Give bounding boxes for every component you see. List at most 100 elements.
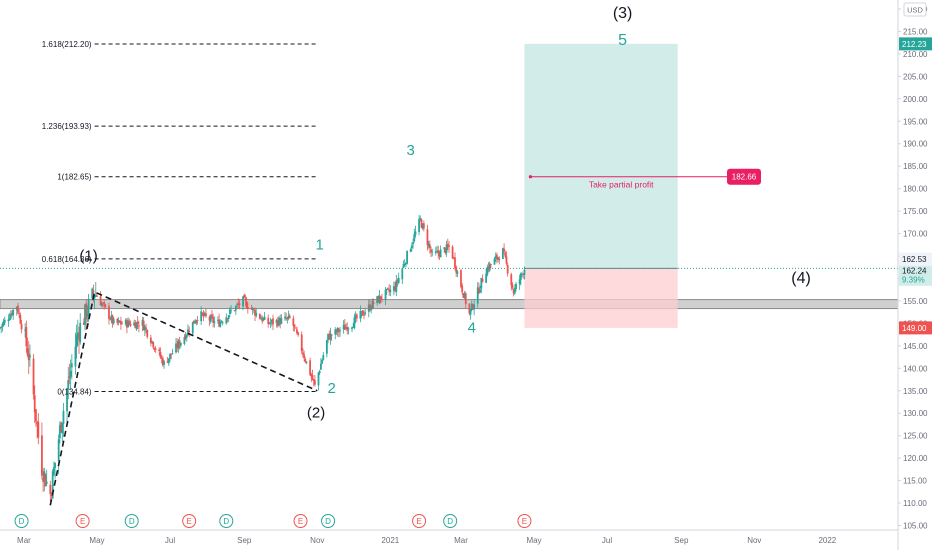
candle-body <box>270 319 273 323</box>
candle-body <box>112 319 115 324</box>
candle-body <box>328 334 331 340</box>
time-axis[interactable]: Mar May Jul Sep Nov 2021 Mar May Jul Sep Nov 2022 <box>0 529 898 545</box>
candle-body <box>444 248 447 254</box>
candle-body <box>84 304 86 325</box>
candle-body <box>160 357 163 359</box>
currency-box[interactable] <box>903 2 927 17</box>
candle-body <box>27 353 30 361</box>
price-badge-label: 212.23 <box>902 40 927 49</box>
price-tick-label: 110.00 <box>903 499 927 508</box>
price-tick-label: 200.00 <box>903 95 928 104</box>
event-letter: D <box>129 517 135 526</box>
candle-body <box>364 312 367 315</box>
event-circle <box>321 514 336 528</box>
candle-body <box>67 379 70 390</box>
stop-zone[interactable] <box>524 268 678 328</box>
partial-tp-badge[interactable] <box>727 168 761 185</box>
candle-body <box>135 322 138 330</box>
candle-body <box>486 267 489 275</box>
dividend-marker[interactable]: D <box>443 514 458 528</box>
earnings-marker[interactable]: E <box>412 514 427 528</box>
candle-body <box>85 303 88 320</box>
currency-label: USD <box>907 6 923 15</box>
dividend-marker[interactable]: D <box>321 514 336 528</box>
candle-body <box>430 249 432 253</box>
candle-body <box>335 330 338 333</box>
candle-body <box>92 290 95 296</box>
candle-body <box>515 283 517 289</box>
candle-body <box>287 315 290 318</box>
price-tick-label: 140.00 <box>903 364 928 373</box>
candle-body <box>369 304 371 311</box>
candle-body <box>278 317 280 326</box>
candle-body <box>49 484 52 495</box>
candle-body <box>263 316 266 320</box>
dividend-marker[interactable]: D <box>124 514 139 528</box>
candle-body <box>33 395 36 413</box>
price-axis[interactable]: 105.00 110.00 115.00 120.00 125.00 130.00 135.… <box>727 0 932 550</box>
candle-body <box>478 287 480 294</box>
wave-trendline[interactable] <box>49 290 318 506</box>
time-tick-label: Mar <box>17 536 31 545</box>
candle-body <box>41 435 43 476</box>
candle-body <box>133 322 136 326</box>
candle-body <box>145 327 147 330</box>
candle-body <box>454 257 456 268</box>
candle-body <box>1 323 4 328</box>
candle-body <box>511 284 514 289</box>
dividend-marker[interactable]: D <box>14 514 29 528</box>
candle-body <box>11 312 13 315</box>
candle-body <box>143 326 146 331</box>
candle-body <box>518 279 521 285</box>
candle-body <box>354 315 357 318</box>
candle-body <box>237 303 240 305</box>
candle-body <box>434 251 437 254</box>
candle-body <box>109 319 112 321</box>
candle-body <box>236 304 238 306</box>
candle-body <box>494 256 497 258</box>
candle-body <box>385 288 388 290</box>
candle-body <box>208 316 211 321</box>
earnings-marker[interactable]: E <box>75 514 90 528</box>
candle-body <box>26 348 29 356</box>
candle-body <box>371 300 374 309</box>
candle-body <box>352 326 355 328</box>
candle-body <box>512 289 515 294</box>
candle-body <box>294 327 297 329</box>
candle-body <box>217 320 219 322</box>
candle-body <box>0 326 3 328</box>
earnings-marker[interactable]: E <box>517 514 532 528</box>
candle-body <box>103 302 106 305</box>
earnings-marker[interactable]: E <box>182 514 197 528</box>
earnings-marker[interactable]: E <box>293 514 308 528</box>
candle-body <box>245 301 248 309</box>
candle-body <box>193 320 195 324</box>
candle-body <box>409 249 412 252</box>
candle-body <box>431 251 434 253</box>
candle-body <box>171 353 174 355</box>
dividend-marker[interactable]: D <box>219 514 234 528</box>
candles-layer <box>0 215 526 502</box>
target-zone[interactable] <box>524 43 678 269</box>
price-tick-label: 115.00 <box>903 477 927 486</box>
time-tick-label: 2021 <box>381 536 399 545</box>
candle-body <box>292 318 295 326</box>
candle-body <box>495 254 498 260</box>
candle-body <box>129 323 132 326</box>
candle-body <box>319 363 322 370</box>
time-tick-label: 2022 <box>818 536 836 545</box>
candle-body <box>404 263 407 265</box>
candle-body <box>276 320 279 326</box>
candle-body <box>110 315 113 320</box>
event-letter: D <box>19 517 25 526</box>
candle-body <box>421 223 424 229</box>
candle-body <box>363 314 365 316</box>
candle-body <box>300 334 303 352</box>
candle-body <box>44 474 47 487</box>
candle-body <box>321 360 323 364</box>
candle-body <box>401 268 404 280</box>
candle-body <box>93 295 96 299</box>
candle-body <box>50 495 53 497</box>
candle-body <box>403 263 406 266</box>
